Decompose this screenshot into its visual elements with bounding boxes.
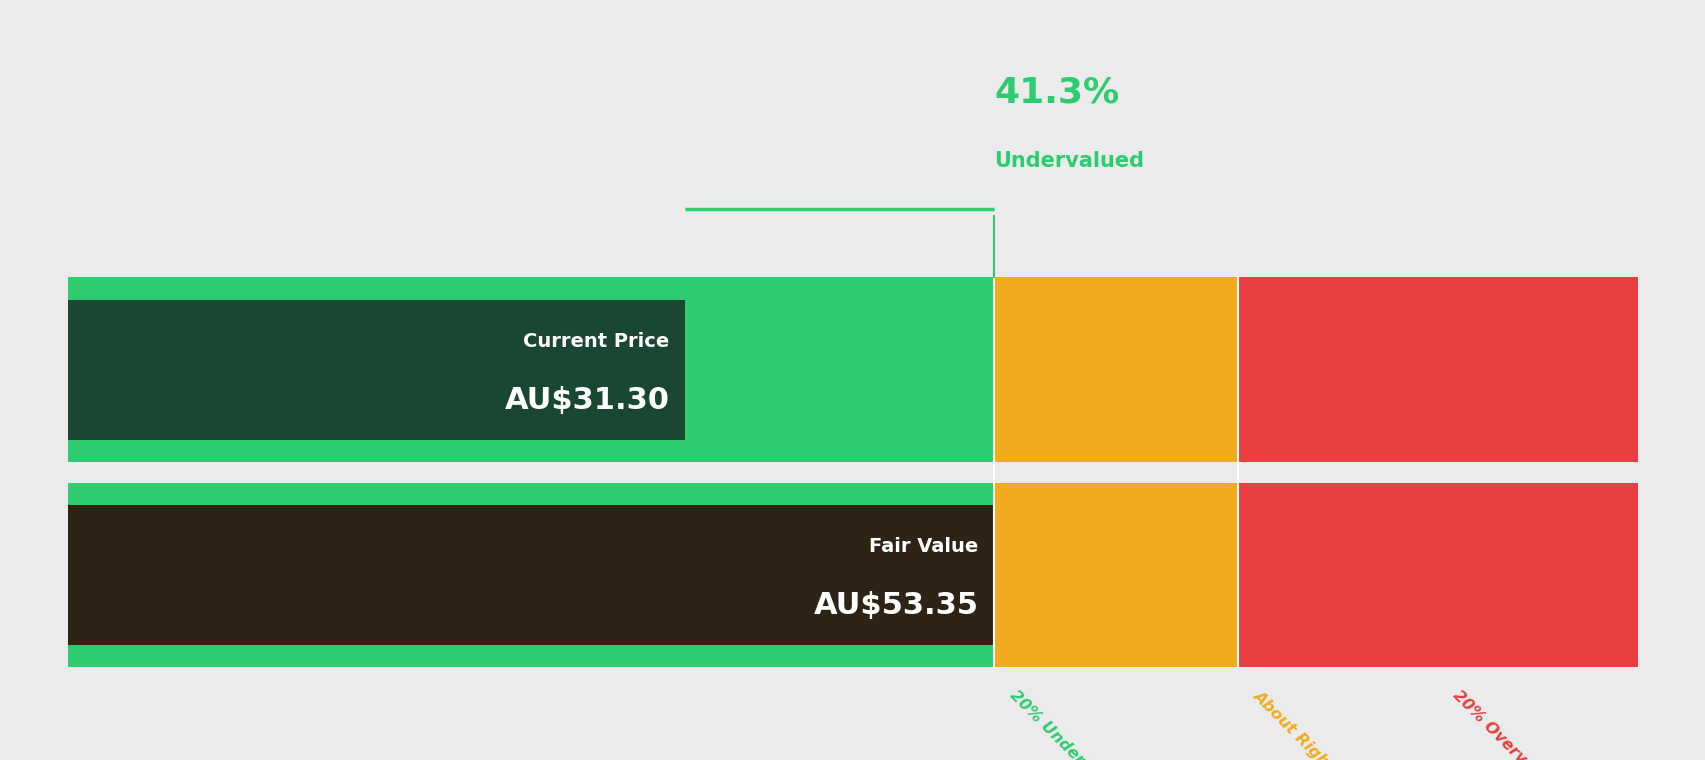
- Text: 41.3%: 41.3%: [994, 76, 1118, 109]
- Bar: [68, 277, 994, 462]
- Text: Current Price: Current Price: [523, 332, 668, 351]
- Bar: [994, 483, 1236, 667]
- Text: AU$31.30: AU$31.30: [505, 386, 668, 415]
- Text: About Right: About Right: [1250, 688, 1337, 760]
- Bar: [1236, 483, 1637, 667]
- Text: Undervalued: Undervalued: [994, 151, 1144, 171]
- Text: Fair Value: Fair Value: [870, 537, 979, 556]
- Text: 20% Undervalued: 20% Undervalued: [1006, 688, 1129, 760]
- Bar: [994, 277, 1236, 462]
- Text: 20% Overvalued: 20% Overvalued: [1449, 688, 1563, 760]
- Bar: [68, 299, 685, 440]
- Text: AU$53.35: AU$53.35: [813, 591, 979, 620]
- Bar: [1236, 277, 1637, 462]
- Bar: [68, 505, 994, 645]
- Bar: [68, 483, 994, 667]
- Bar: [68, 462, 1637, 483]
